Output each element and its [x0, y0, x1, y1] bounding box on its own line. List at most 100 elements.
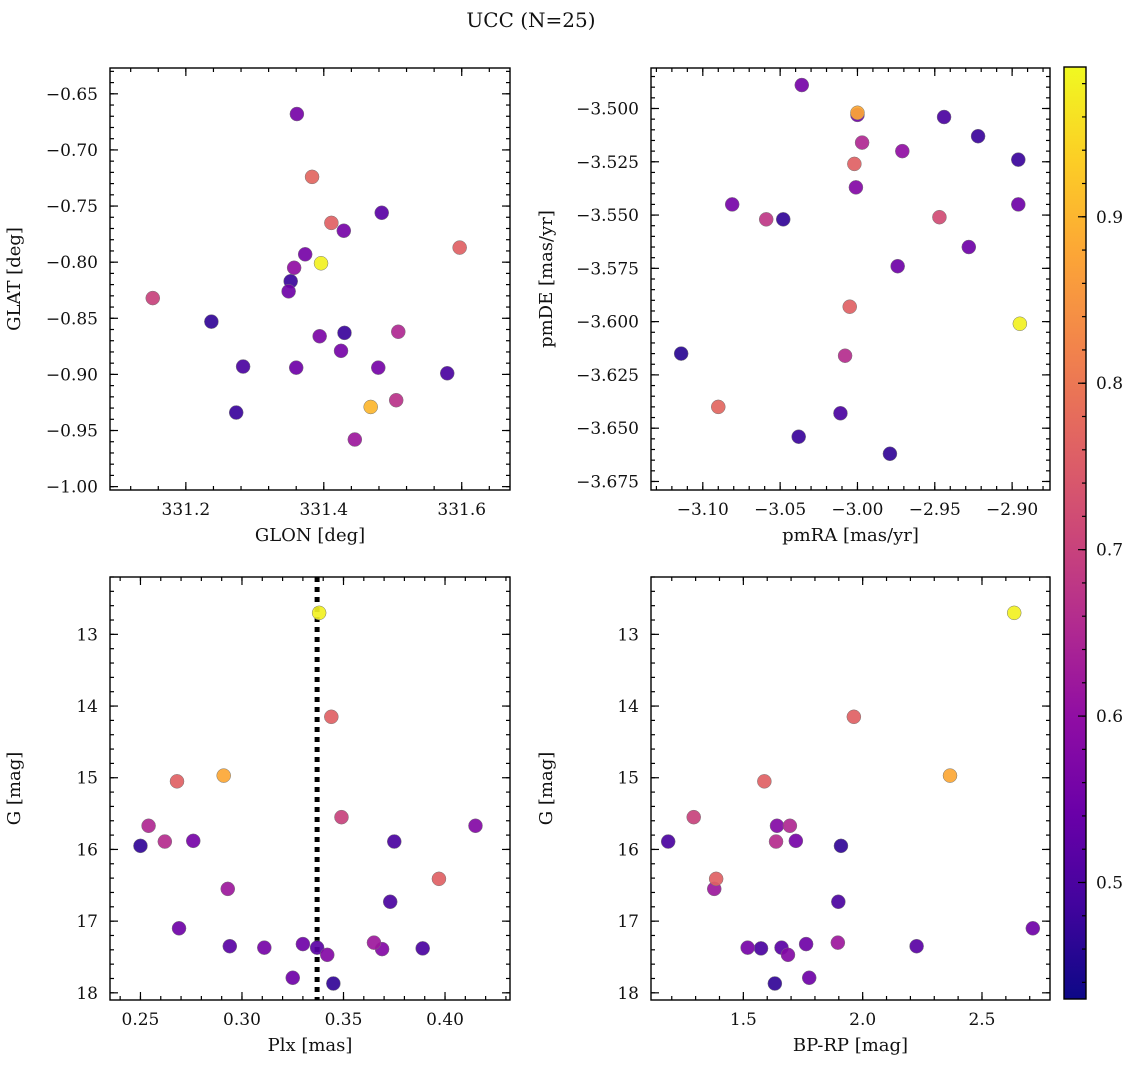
data-point: [235, 359, 251, 374]
data-point: [1011, 197, 1026, 212]
data-point: [660, 834, 676, 849]
data-point: [281, 284, 296, 299]
y-tick-label: 18: [617, 984, 639, 1004]
data-point: [468, 818, 483, 834]
x-tick-label: −3.10: [677, 500, 729, 520]
x-tick-label: −2.90: [986, 500, 1038, 520]
x-tick-label: 331.6: [437, 500, 486, 520]
data-point: [1011, 152, 1026, 167]
data-point: [366, 935, 382, 950]
y-tick-label: 16: [617, 840, 639, 860]
data-point: [334, 809, 349, 825]
data-point: [831, 894, 846, 910]
data-point: [216, 768, 231, 783]
y-tick-label: −1.00: [46, 478, 98, 498]
data-point: [309, 940, 325, 955]
data-point: [220, 881, 236, 897]
data-point: [753, 941, 769, 956]
y-tick-label: 17: [76, 912, 98, 932]
data-point: [222, 938, 238, 954]
data-point: [767, 976, 783, 991]
axes-frame: [650, 67, 1051, 491]
data-point: [311, 605, 327, 621]
data-point: [285, 970, 300, 986]
data-point: [169, 774, 185, 789]
data-point: [936, 109, 952, 125]
data-point: [387, 834, 402, 849]
data-point: [333, 343, 349, 359]
data-point: [961, 239, 977, 255]
data-point: [850, 105, 865, 121]
y-tick-label: 14: [617, 697, 639, 717]
data-point: [854, 135, 870, 150]
points: [145, 106, 467, 447]
data-point: [830, 935, 846, 950]
data-point: [1025, 921, 1041, 936]
y-tick-label: −0.90: [46, 365, 98, 385]
data-point: [932, 209, 947, 225]
data-point: [711, 399, 726, 415]
data-point: [415, 941, 430, 956]
y-tick-label: −3.625: [576, 366, 639, 386]
x-tick-label: 1.5: [730, 1010, 757, 1030]
data-point: [431, 871, 447, 887]
data-point: [337, 325, 352, 341]
y-axis-label: G [mag]: [536, 752, 557, 825]
data-point: [782, 818, 798, 834]
data-point: [257, 940, 272, 955]
y-tick-label: 16: [76, 840, 98, 860]
data-point: [801, 970, 817, 986]
y-tick-label: −0.85: [46, 309, 98, 329]
data-point: [780, 947, 796, 963]
data-point: [304, 169, 320, 185]
data-point: [909, 938, 924, 954]
x-tick-label: 0.35: [325, 1010, 363, 1030]
data-point: [740, 940, 755, 955]
y-tick-label: −0.95: [46, 422, 98, 442]
data-point: [312, 328, 327, 344]
y-tick-label: −3.500: [576, 99, 639, 119]
data-point: [890, 258, 905, 274]
data-point: [133, 838, 148, 854]
figure-title: UCC (N=25): [466, 8, 595, 32]
data-point: [185, 833, 201, 849]
data-point: [708, 871, 724, 887]
y-tick-label: 15: [76, 769, 98, 789]
y-tick-label: −0.75: [46, 197, 98, 217]
y-tick-label: 18: [76, 984, 98, 1004]
data-point: [1012, 316, 1028, 332]
y-tick-label: −3.600: [576, 313, 639, 333]
data-point: [363, 399, 378, 415]
data-point: [775, 212, 791, 227]
data-point: [837, 348, 853, 363]
data-point: [724, 197, 740, 212]
data-point: [794, 77, 810, 93]
data-point: [452, 240, 467, 255]
data-point: [798, 936, 814, 952]
colorbar: 0.5 0.6 0.7 0.8 0.9: [1063, 66, 1123, 1000]
x-axis-label: Plx [mas]: [268, 1035, 353, 1056]
data-point: [686, 809, 701, 825]
x-tick-label: 0.30: [223, 1010, 261, 1030]
x-tick-label: −3.00: [831, 500, 883, 520]
y-tick-label: −0.70: [46, 141, 98, 161]
data-point: [673, 346, 689, 361]
data-point: [791, 429, 806, 444]
y-tick-label: −3.550: [576, 206, 639, 226]
colorbar-frame: [1063, 66, 1087, 1000]
data-point: [882, 446, 898, 462]
colorbar-tick-label: 0.5: [1096, 874, 1123, 894]
x-tick-label: 331.2: [162, 500, 211, 520]
subplot-4: 1.5 2.0 2.5 13 14 15 16 17 18 BP-RP [mag] G [mag]: [536, 576, 1051, 1056]
points: [660, 605, 1041, 991]
axes-frame: [109, 67, 511, 491]
x-tick-label: 2.5: [968, 1010, 995, 1030]
data-point: [391, 324, 406, 339]
data-point: [145, 290, 161, 306]
subplots: 331.2 331.4 331.6 −1.00 −0.95 −0.90 −0.85 −0.80…: [4, 67, 1051, 1056]
data-point: [157, 834, 173, 849]
data-point: [757, 774, 772, 789]
data-point: [141, 818, 156, 834]
data-point: [324, 215, 339, 231]
